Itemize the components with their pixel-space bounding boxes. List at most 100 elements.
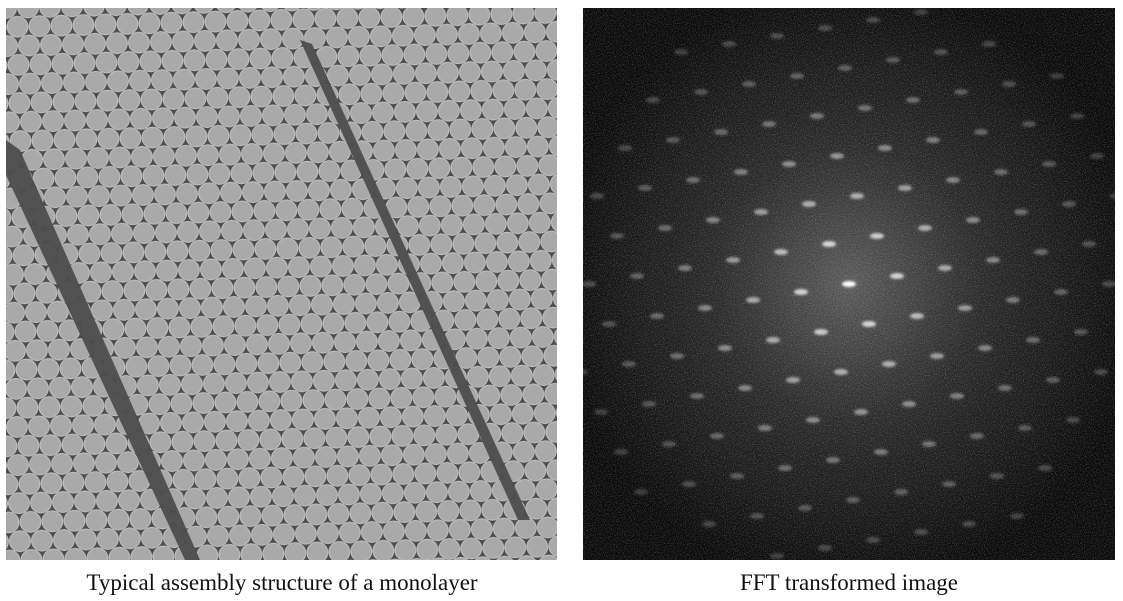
fft-spot bbox=[1010, 513, 1024, 519]
fft-image bbox=[554, 0, 1123, 583]
fft-spot bbox=[686, 177, 700, 183]
fft-spot bbox=[838, 65, 852, 71]
fft-spot bbox=[926, 137, 940, 143]
fft-spot bbox=[582, 281, 596, 287]
fft-spot bbox=[574, 369, 588, 375]
fft-spot bbox=[658, 225, 672, 231]
fft-spot bbox=[594, 409, 608, 415]
fft-spot bbox=[1082, 241, 1096, 247]
fft-spot bbox=[742, 81, 756, 87]
fft-spot bbox=[1026, 337, 1040, 343]
fft-spot bbox=[614, 449, 628, 455]
fft-spot bbox=[854, 409, 868, 415]
fft-spot bbox=[690, 393, 704, 399]
fft-spot bbox=[634, 489, 648, 495]
fft-spot bbox=[858, 105, 872, 111]
fft-spot bbox=[938, 265, 952, 271]
fft-spot bbox=[562, 241, 576, 247]
fft-spot bbox=[978, 345, 992, 351]
fft-spot bbox=[922, 441, 936, 447]
fft-spot bbox=[982, 41, 996, 47]
fft-spot bbox=[662, 441, 676, 447]
page: Typical assembly structure of a monolaye… bbox=[0, 0, 1123, 601]
fft-spot bbox=[802, 201, 816, 207]
fft-spot bbox=[818, 545, 832, 551]
caption: Typical assembly structure of a monolaye… bbox=[86, 570, 478, 595]
fft-spot bbox=[726, 257, 740, 263]
fft-spot bbox=[746, 297, 760, 303]
fft-spot bbox=[834, 369, 848, 375]
fft-spot bbox=[674, 49, 688, 55]
fft-spot bbox=[990, 473, 1004, 479]
fft-spot bbox=[894, 489, 908, 495]
fft-spot bbox=[790, 73, 804, 79]
fft-spot bbox=[694, 89, 708, 95]
fft-spot bbox=[974, 129, 988, 135]
fft-spot bbox=[958, 305, 972, 311]
fft-spot bbox=[602, 321, 616, 327]
fft-spot bbox=[630, 273, 644, 279]
fft-spot bbox=[930, 353, 944, 359]
fft-spot bbox=[758, 425, 772, 431]
fft-spot bbox=[1102, 281, 1116, 287]
fft-spot bbox=[590, 193, 604, 199]
fft-spot bbox=[818, 25, 832, 31]
fft-spot bbox=[970, 433, 984, 439]
fft-spot bbox=[850, 193, 864, 199]
fft-spot bbox=[994, 169, 1008, 175]
fft-spot bbox=[934, 49, 948, 55]
fft-spot bbox=[794, 289, 808, 295]
fft-spot bbox=[830, 153, 844, 159]
fft-spot bbox=[766, 337, 780, 343]
fft-spot bbox=[786, 377, 800, 383]
fft-spot bbox=[882, 361, 896, 367]
fft-spot bbox=[698, 305, 712, 311]
fft-spot bbox=[1090, 153, 1104, 159]
fft-spot bbox=[986, 257, 1000, 263]
fft-spot bbox=[646, 97, 660, 103]
fft-spot bbox=[750, 513, 764, 519]
fft-spot bbox=[718, 345, 732, 351]
fft-spot bbox=[770, 553, 784, 559]
fft-spot bbox=[610, 233, 624, 239]
fft-spot bbox=[946, 177, 960, 183]
fft-spot bbox=[682, 481, 696, 487]
fft-spot bbox=[710, 433, 724, 439]
fft-spot bbox=[778, 465, 792, 471]
fft-spot bbox=[642, 401, 656, 407]
fft-spot bbox=[914, 529, 928, 535]
fft-spot bbox=[998, 385, 1012, 391]
fft-spot bbox=[962, 521, 976, 527]
fft-spot bbox=[1074, 329, 1088, 335]
fft-spot bbox=[618, 145, 632, 151]
fft-spot bbox=[954, 89, 968, 95]
fft-spot bbox=[1018, 425, 1032, 431]
fft-spot bbox=[966, 217, 980, 223]
fft-spot bbox=[910, 313, 924, 319]
fft-spot bbox=[950, 393, 964, 399]
fft-spot bbox=[798, 505, 812, 511]
fft-spot bbox=[714, 129, 728, 135]
fft-spot bbox=[1050, 73, 1064, 79]
fft-spot bbox=[822, 241, 836, 247]
fft-spot bbox=[1006, 297, 1020, 303]
fft-spot bbox=[738, 385, 752, 391]
fft-spot bbox=[730, 473, 744, 479]
fft-spot bbox=[706, 217, 720, 223]
fft-spot bbox=[906, 97, 920, 103]
fft-spot bbox=[670, 353, 684, 359]
fft-spot bbox=[874, 449, 888, 455]
fft-spot bbox=[862, 321, 876, 327]
fft-spot bbox=[1038, 465, 1052, 471]
fft-spot bbox=[890, 273, 904, 279]
fft-spot bbox=[1022, 121, 1036, 127]
fft-spot bbox=[810, 113, 824, 119]
figure: Typical assembly structure of a monolaye… bbox=[0, 0, 1123, 601]
fft-spot bbox=[846, 497, 860, 503]
fft-spot bbox=[886, 57, 900, 63]
sem-image bbox=[6, 8, 557, 560]
fft-spot bbox=[622, 361, 636, 367]
fft-spot bbox=[754, 209, 768, 215]
fft-spot bbox=[1070, 113, 1084, 119]
fft-spot bbox=[650, 313, 664, 319]
